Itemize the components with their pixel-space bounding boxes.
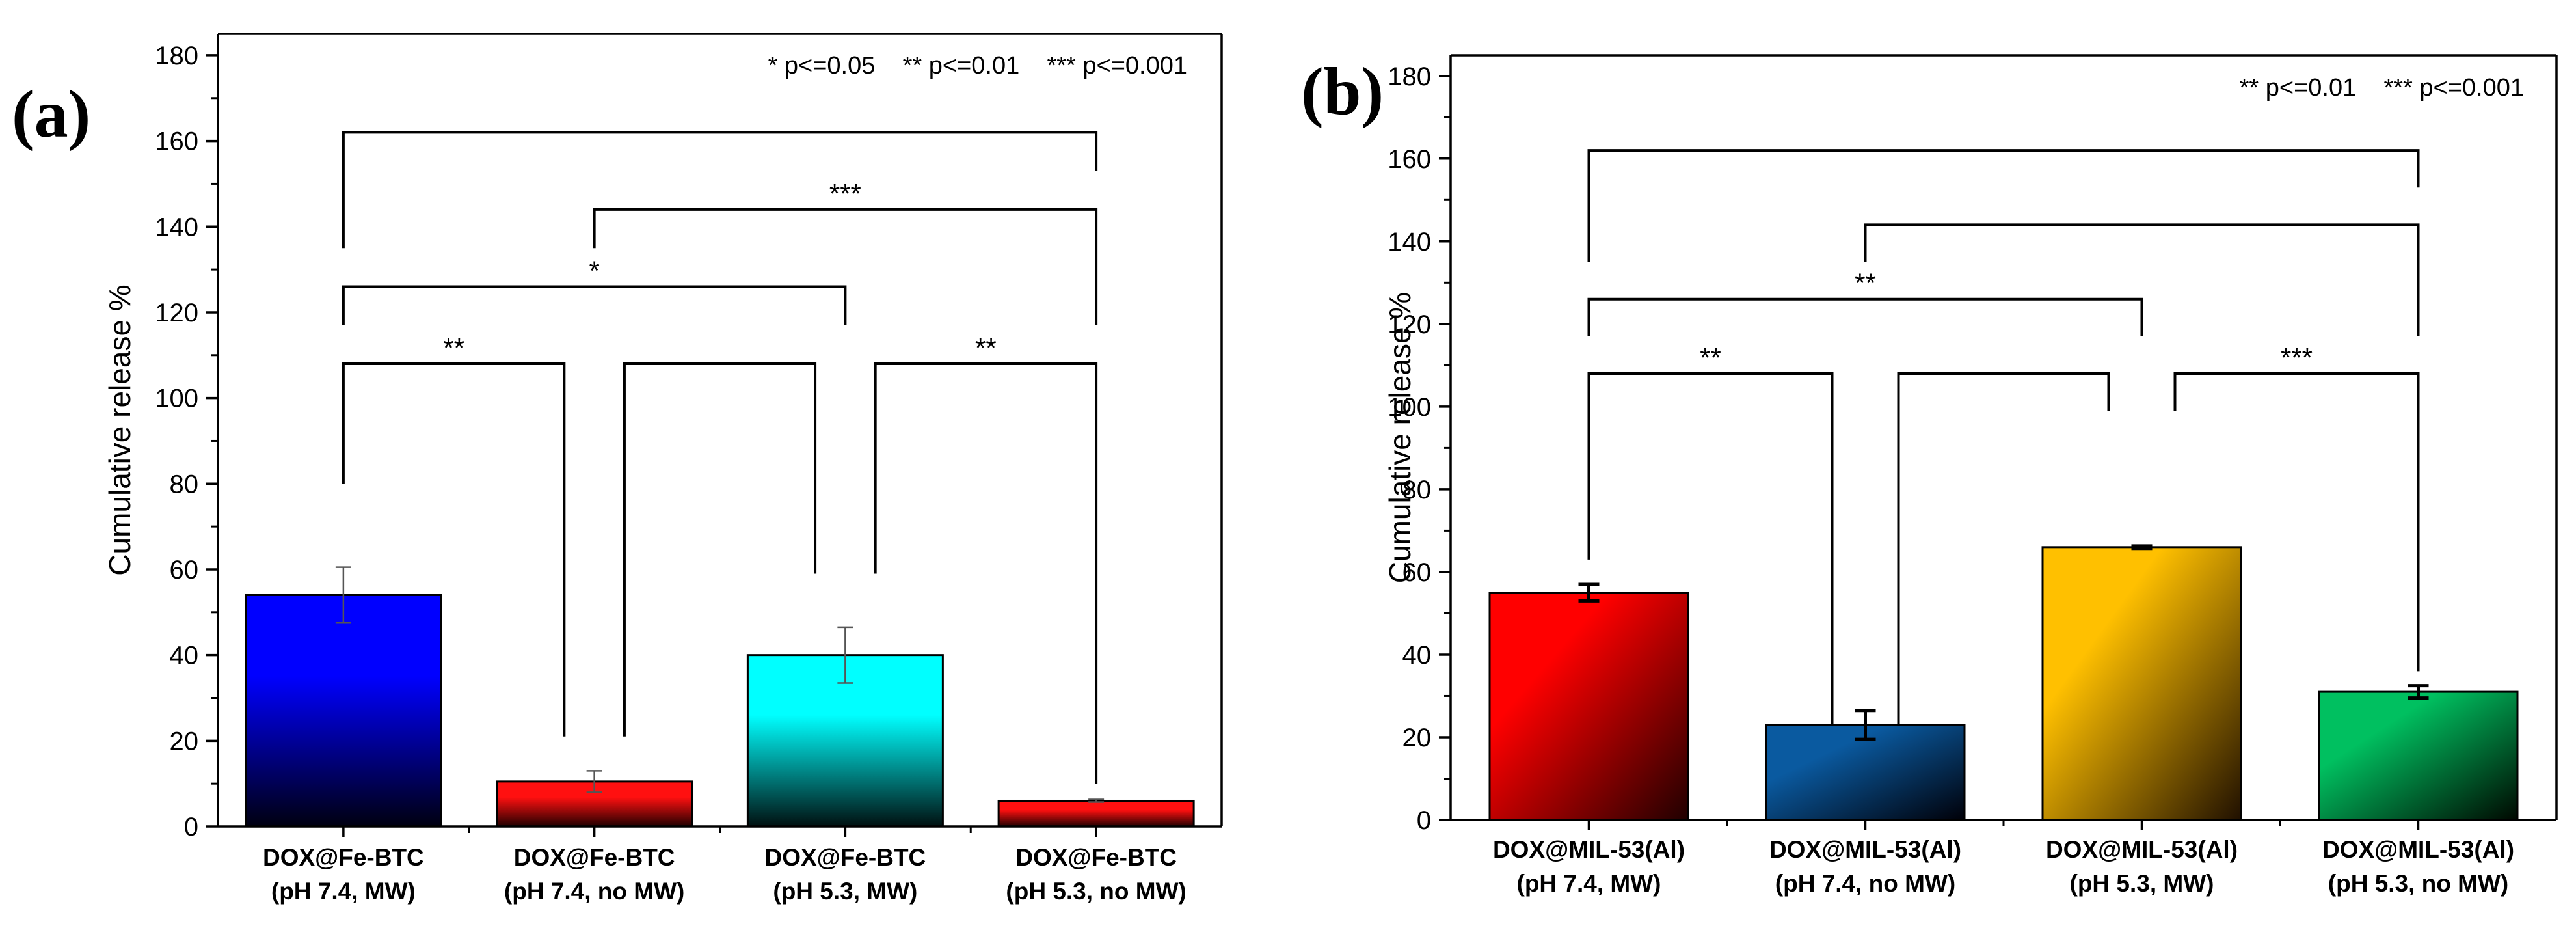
x-tick-label-sub: (pH 7.4, no MW) bbox=[504, 878, 684, 905]
x-tick-label: DOX@Fe-BTC bbox=[263, 844, 424, 871]
significance-bracket-2: *** bbox=[593, 178, 1098, 325]
significance-label: ** bbox=[1855, 268, 1876, 299]
bar-4 bbox=[997, 799, 1195, 828]
x-tick-label: DOX@MIL-53(Al) bbox=[1493, 836, 1685, 863]
x-tick-label-sub: (pH 7.4, no MW) bbox=[1775, 870, 1955, 897]
p-value-legend: * p<=0.05 ** p<=0.01 *** p<=0.001 bbox=[768, 52, 1187, 79]
y-tick-label: 60 bbox=[1402, 558, 1432, 587]
significance-bracket-4: ** bbox=[342, 333, 566, 737]
error-bar-2 bbox=[1855, 709, 1876, 741]
error-bar-3 bbox=[837, 626, 853, 684]
error-bar-1 bbox=[1578, 582, 1600, 603]
y-axis-title: Cumulative release % bbox=[103, 284, 137, 575]
y-tick-label: 20 bbox=[1402, 724, 1432, 752]
significance-bracket-5 bbox=[623, 362, 817, 737]
error-bar-4 bbox=[1088, 798, 1105, 803]
y-tick-label: 180 bbox=[1388, 62, 1431, 91]
error-bar-4 bbox=[2408, 684, 2429, 700]
x-tick-label: DOX@MIL-53(Al) bbox=[1769, 836, 1961, 863]
chart-panel-a: (a)****** **020406080100120140160180DOX@F… bbox=[12, 33, 1223, 905]
y-tick-label: 40 bbox=[1402, 641, 1432, 670]
y-tick-label: 0 bbox=[184, 813, 198, 841]
y-tick-label: 100 bbox=[155, 385, 198, 413]
error-bar-3 bbox=[2131, 544, 2153, 551]
significance-bracket-3: ** bbox=[1587, 268, 2143, 336]
significance-bracket-1 bbox=[342, 131, 1098, 249]
significance-bracket-6: *** bbox=[2173, 342, 2420, 672]
x-tick-label-sub: (pH 5.3, MW) bbox=[2070, 870, 2214, 897]
bar-1 bbox=[1488, 592, 1689, 821]
y-tick-label: 160 bbox=[155, 128, 198, 156]
significance-label: ** bbox=[1700, 342, 1721, 373]
significance-bracket-2 bbox=[1864, 223, 2420, 336]
y-tick-label: 100 bbox=[1388, 393, 1431, 422]
x-tick-label-sub: (pH 5.3, no MW) bbox=[1006, 878, 1186, 905]
y-tick-label: 80 bbox=[1402, 476, 1432, 504]
y-tick-label: 20 bbox=[170, 727, 199, 756]
y-tick-label: 60 bbox=[170, 556, 199, 584]
y-tick-label: 140 bbox=[1388, 228, 1431, 256]
x-tick-label-sub: (pH 5.3, no MW) bbox=[2328, 870, 2508, 897]
y-tick-label: 160 bbox=[1388, 145, 1431, 174]
error-bar-1 bbox=[335, 566, 351, 624]
panel-label: (a) bbox=[12, 77, 90, 152]
x-tick-label: DOX@Fe-BTC bbox=[764, 844, 926, 871]
bar-3 bbox=[2041, 546, 2242, 821]
y-tick-label: 180 bbox=[155, 42, 198, 70]
y-tick-label: 0 bbox=[1417, 806, 1431, 835]
p-value-legend: ** p<=0.01 *** p<=0.001 bbox=[2240, 74, 2524, 102]
y-tick-label: 120 bbox=[1388, 310, 1431, 339]
y-tick-label: 120 bbox=[155, 299, 198, 327]
y-tick-label: 40 bbox=[170, 642, 199, 670]
x-tick-label-sub: (pH 7.4, MW) bbox=[1517, 870, 1661, 897]
bar-1 bbox=[245, 594, 442, 828]
error-bar-2 bbox=[586, 770, 602, 793]
y-axis-title: Cumulative release % bbox=[1383, 292, 1417, 583]
y-tick-label: 80 bbox=[170, 470, 199, 498]
bar-4 bbox=[2318, 690, 2519, 821]
significance-label: *** bbox=[829, 178, 861, 209]
x-tick-label: DOX@Fe-BTC bbox=[1015, 844, 1177, 871]
panel-label: (b) bbox=[1301, 54, 1384, 129]
significance-label: ** bbox=[975, 333, 997, 363]
chart-panel-b: (b)**** ***020406080100120140160180DOX@MI… bbox=[1301, 54, 2558, 897]
significance-bracket-5 bbox=[1897, 372, 2110, 725]
x-tick-label: DOX@MIL-53(Al) bbox=[2046, 836, 2238, 863]
significance-bracket-1 bbox=[1587, 149, 2420, 262]
significance-bracket-6: ** bbox=[874, 333, 1098, 784]
x-tick-label: DOX@Fe-BTC bbox=[514, 844, 675, 871]
x-tick-label-sub: (pH 5.3, MW) bbox=[773, 878, 917, 905]
x-tick-label: DOX@MIL-53(Al) bbox=[2322, 836, 2514, 863]
significance-bracket-4: ** bbox=[1587, 342, 1834, 725]
y-tick-label: 140 bbox=[155, 213, 198, 241]
significance-label: * bbox=[589, 255, 599, 286]
significance-label: *** bbox=[2281, 342, 2313, 373]
significance-label: ** bbox=[443, 333, 464, 363]
x-tick-label-sub: (pH 7.4, MW) bbox=[271, 878, 416, 905]
significance-bracket-3: * bbox=[342, 255, 847, 325]
